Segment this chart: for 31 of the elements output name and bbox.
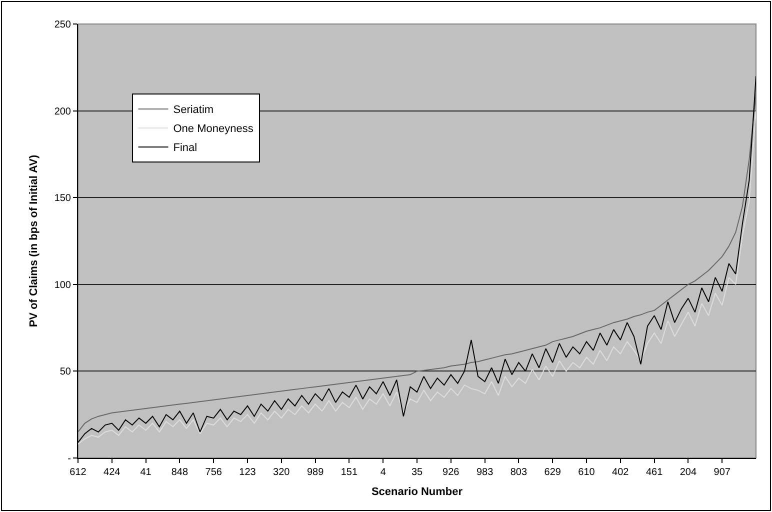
x-tick-label: 907 bbox=[714, 467, 731, 478]
x-tick-label: 926 bbox=[442, 467, 460, 478]
y-tick-label: 100 bbox=[54, 280, 72, 291]
x-tick-label: 612 bbox=[70, 467, 87, 478]
x-tick-label: 983 bbox=[476, 467, 494, 478]
x-tick-label: 41 bbox=[140, 467, 152, 478]
y-tick-label: - bbox=[68, 454, 71, 464]
y-tick-label: 200 bbox=[54, 106, 72, 118]
x-tick-label: 402 bbox=[612, 467, 630, 478]
x-axis-title: Scenario Number bbox=[371, 486, 464, 498]
x-tick-label: 204 bbox=[680, 467, 697, 478]
legend-label: One Moneyness bbox=[173, 123, 254, 136]
y-tick-label: 250 bbox=[54, 20, 72, 30]
y-tick-label: 50 bbox=[60, 366, 72, 378]
legend-label: Final bbox=[173, 142, 198, 154]
x-tick-label: 4 bbox=[380, 467, 386, 478]
x-tick-label: 151 bbox=[340, 467, 358, 478]
x-tick-label: 123 bbox=[239, 467, 256, 478]
x-tick-label: 461 bbox=[646, 467, 664, 478]
x-tick-label: 756 bbox=[205, 467, 222, 478]
y-axis-title: PV of Claims (in bps of Initial AV) bbox=[28, 154, 40, 328]
x-tick-label: 320 bbox=[273, 467, 290, 478]
x-tick-label: 35 bbox=[411, 467, 423, 478]
y-tick-label: 150 bbox=[54, 193, 72, 204]
x-tick-label: 989 bbox=[306, 467, 324, 478]
x-tick-label: 424 bbox=[104, 467, 121, 478]
x-tick-label: 848 bbox=[171, 467, 188, 478]
x-tick-label: 629 bbox=[544, 467, 562, 478]
x-tick-label: 803 bbox=[510, 467, 528, 478]
x-tick-label: 610 bbox=[578, 467, 596, 478]
legend-label: Seriatim bbox=[173, 104, 214, 116]
